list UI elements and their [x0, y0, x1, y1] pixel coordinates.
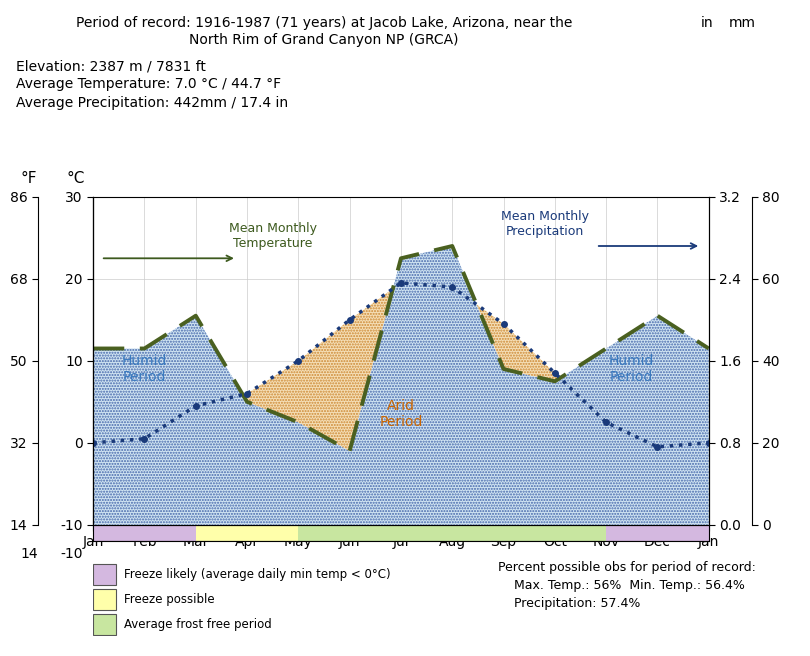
Text: North Rim of Grand Canyon NP (GRCA): North Rim of Grand Canyon NP (GRCA) [190, 33, 458, 47]
Text: Arid
Period: Arid Period [379, 399, 423, 429]
Text: 14: 14 [20, 547, 38, 562]
Text: Average Precipitation: 442mm / 17.4 in: Average Precipitation: 442mm / 17.4 in [16, 96, 288, 110]
Text: Freeze likely (average daily min temp < 0°C): Freeze likely (average daily min temp < … [124, 568, 391, 581]
Text: Percent possible obs for period of record:
    Max. Temp.: 56%  Min. Temp.: 56.4: Percent possible obs for period of recor… [498, 561, 756, 610]
Bar [93, 525, 196, 541]
Bar [93, 614, 117, 635]
Text: °C: °C [66, 171, 85, 186]
Text: Freeze possible: Freeze possible [124, 593, 215, 606]
Bar [298, 525, 606, 541]
Bar [606, 525, 709, 541]
Text: Mean Monthly
Precipitation: Mean Monthly Precipitation [501, 210, 589, 237]
Bar [196, 525, 298, 541]
Text: °F: °F [20, 171, 36, 186]
Text: Average frost free period: Average frost free period [124, 618, 272, 631]
Text: Elevation: 2387 m / 7831 ft: Elevation: 2387 m / 7831 ft [16, 59, 206, 73]
Text: -10: -10 [61, 547, 83, 562]
Bar [93, 589, 117, 610]
Text: Average Temperature: 7.0 °C / 44.7 °F: Average Temperature: 7.0 °C / 44.7 °F [16, 77, 281, 91]
Text: mm: mm [729, 16, 756, 30]
Bar [93, 564, 117, 585]
Text: Mean Monthly
Temperature: Mean Monthly Temperature [228, 222, 317, 250]
Text: Humid
Period: Humid Period [609, 354, 654, 384]
Text: in: in [701, 16, 714, 30]
Text: Humid
Period: Humid Period [122, 354, 167, 384]
Text: Period of record: 1916-1987 (71 years) at Jacob Lake, Arizona, near the: Period of record: 1916-1987 (71 years) a… [76, 16, 572, 30]
